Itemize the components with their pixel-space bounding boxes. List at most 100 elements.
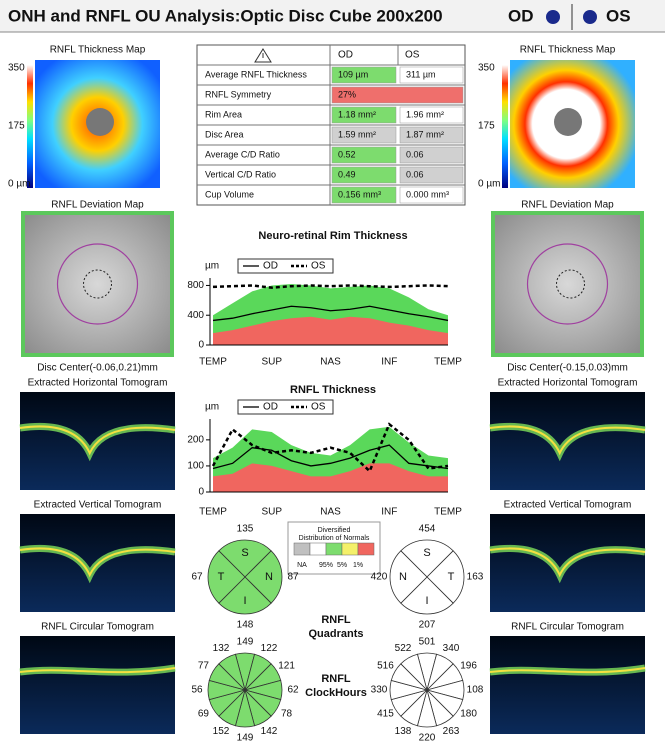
- x-tick-label: TEMP: [434, 357, 462, 368]
- sector-value: 196: [460, 661, 477, 672]
- sector-value: 163: [467, 572, 484, 583]
- value-cell: [331, 106, 397, 124]
- color-scale: [27, 65, 33, 188]
- circular-tomogram-band-core: [489, 667, 646, 674]
- os-label: OS: [606, 6, 631, 25]
- normals-swatch: [325, 542, 343, 556]
- deviation-title: RNFL Deviation Map: [51, 200, 144, 211]
- sector-value: 67: [191, 572, 203, 583]
- scale-label: 175: [8, 121, 25, 132]
- dial-sector: [400, 539, 454, 578]
- value-cell: [399, 186, 464, 204]
- disc-center: Disc Center(-0.15,0.03)mm: [507, 363, 628, 374]
- sector-letter: N: [265, 571, 273, 583]
- dial-sector: [207, 550, 246, 604]
- sector-value: 180: [460, 709, 477, 720]
- normals-label: 95%: [319, 562, 333, 569]
- y-tick-label: 400: [187, 310, 204, 321]
- sector-value: 149: [237, 733, 254, 744]
- x-tick-label: TEMP: [199, 507, 227, 518]
- unit-label: µm: [205, 402, 219, 413]
- normals-label: 1%: [353, 562, 363, 569]
- series-line: [212, 444, 449, 470]
- sector-value: 148: [237, 620, 254, 631]
- sector-value: 56: [191, 685, 203, 696]
- circular-tomogram: [20, 636, 175, 734]
- sector-letter: I: [425, 595, 428, 607]
- sector-value: 501: [419, 637, 436, 648]
- sector-value: 138: [395, 726, 412, 737]
- vertical-tomogram-title: Extracted Vertical Tomogram: [504, 500, 632, 511]
- cell-value: 1.96 mm²: [406, 109, 444, 119]
- row-label: Cup Volume: [205, 189, 254, 199]
- value-cell: [399, 126, 464, 144]
- sector-letter: T: [218, 571, 225, 583]
- norm-band: [213, 316, 448, 345]
- od-label: OD: [508, 6, 534, 25]
- vertical-tomogram-band-core: [19, 547, 176, 578]
- horizontal-tomogram-title: Extracted Horizontal Tomogram: [28, 378, 168, 389]
- column-header: OS: [405, 50, 420, 61]
- circular-tomogram-title: RNFL Circular Tomogram: [511, 622, 624, 633]
- sector-value: 87: [287, 572, 299, 583]
- cell-value: 27%: [338, 89, 356, 99]
- color-scale: [502, 65, 508, 188]
- normals-swatch: [341, 542, 359, 556]
- value-cell: [331, 66, 397, 84]
- row-label: Average RNFL Thickness: [205, 69, 307, 79]
- sector-value: 69: [198, 709, 210, 720]
- x-tick-label: INF: [381, 507, 397, 518]
- sector-value: 415: [377, 709, 394, 720]
- sector-value: 220: [419, 733, 436, 744]
- sector-value: 62: [287, 685, 299, 696]
- scale-label: 0 µm: [478, 179, 500, 190]
- value-cell: [331, 166, 397, 184]
- dial-caption: ClockHours: [305, 687, 367, 699]
- normals-legend-title: Diversified: [318, 527, 351, 534]
- vertical-tomogram-band-core: [489, 547, 646, 578]
- normals-swatch: [357, 542, 375, 556]
- y-tick-label: 0: [198, 340, 204, 351]
- sector-letter: T: [448, 571, 455, 583]
- sector-value: 149: [237, 637, 254, 648]
- optic-disc: [554, 108, 582, 136]
- sector-letter: N: [399, 571, 407, 583]
- dial-sector: [426, 550, 465, 604]
- circular-tomogram: [490, 636, 645, 734]
- dial-sector: [218, 539, 272, 578]
- sector-value: 152: [213, 726, 230, 737]
- x-tick-label: NAS: [320, 507, 341, 518]
- cell-value: 311 µm: [406, 69, 436, 79]
- vertical-tomogram-title: Extracted Vertical Tomogram: [34, 500, 162, 511]
- value-cell: [399, 166, 464, 184]
- deviation-title: RNFL Deviation Map: [521, 200, 614, 211]
- legend-label: OS: [311, 261, 326, 272]
- scale-label: 350: [478, 63, 495, 74]
- sector-letter: I: [243, 595, 246, 607]
- x-tick-label: TEMP: [199, 357, 227, 368]
- series-line: [212, 284, 449, 289]
- legend-label: OS: [311, 402, 326, 413]
- map-title: RNFL Thickness Map: [520, 45, 616, 56]
- legend-box: [237, 258, 334, 274]
- normals-swatch: [293, 542, 311, 556]
- value-cell: [331, 86, 464, 104]
- cell-value: 109 µm: [338, 69, 368, 79]
- cell-value: 0.156 mm³: [338, 189, 381, 199]
- value-cell: [399, 146, 464, 164]
- x-tick-label: INF: [381, 357, 397, 368]
- sector-letter: S: [241, 547, 248, 559]
- optic-disc: [86, 108, 114, 136]
- row-label: Rim Area: [205, 109, 242, 119]
- dial-sector: [218, 653, 246, 692]
- normals-label: NA: [297, 562, 307, 569]
- sector-value: 420: [371, 572, 388, 583]
- cell-value: 0.06: [406, 169, 424, 179]
- sector-value: 77: [198, 661, 210, 672]
- dial-sector: [218, 576, 272, 615]
- row-label: Disc Area: [205, 129, 244, 139]
- value-cell: [331, 126, 397, 144]
- value-cell: [331, 186, 397, 204]
- disc-center: Disc Center(-0.06,0.21)mm: [37, 363, 158, 374]
- x-tick-label: TEMP: [434, 507, 462, 518]
